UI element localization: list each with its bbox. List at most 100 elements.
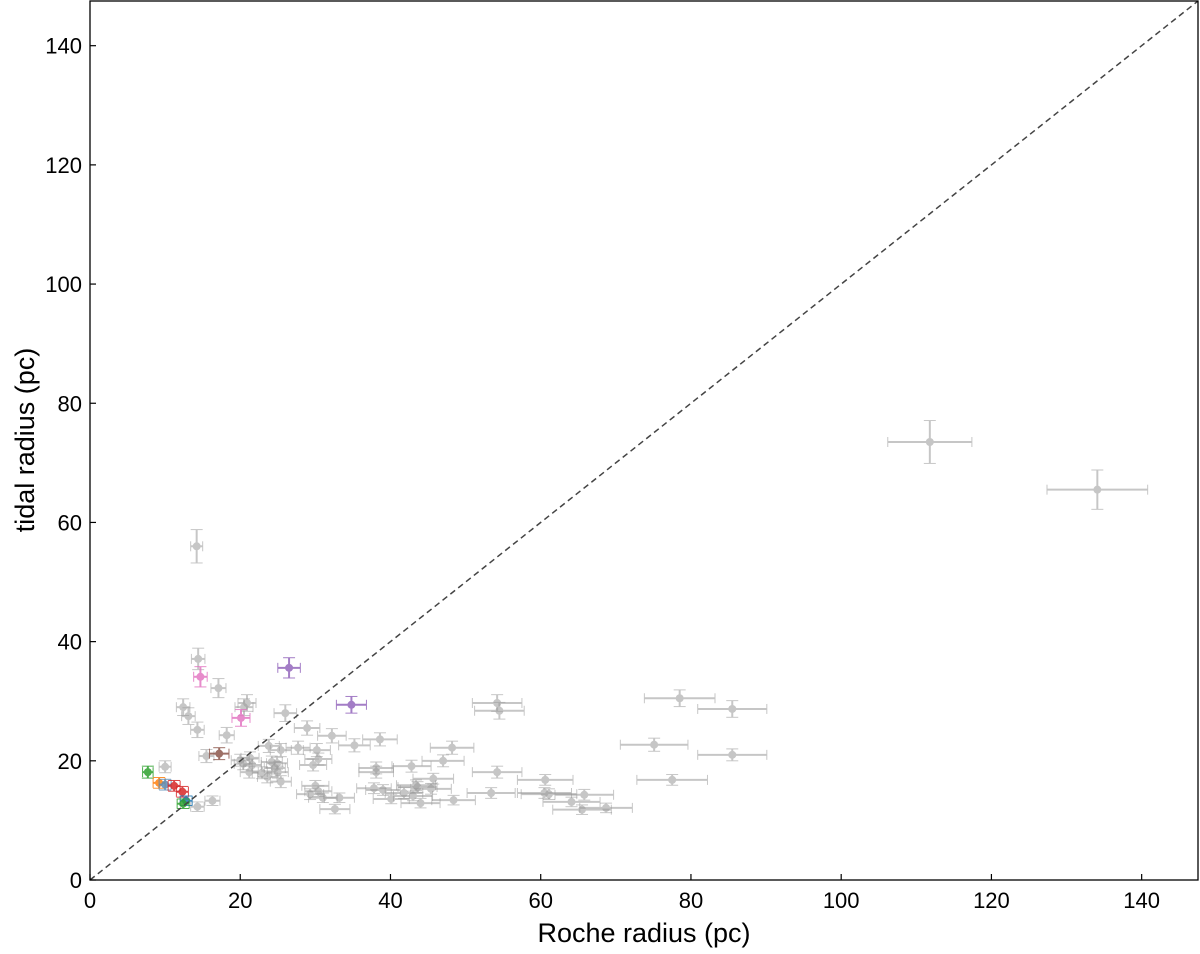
point-marker: [1093, 485, 1102, 494]
point-marker: [143, 768, 152, 777]
data-point: [887, 420, 973, 464]
point-marker: [196, 672, 205, 681]
x-tick-label: 0: [84, 888, 96, 913]
point-marker: [335, 793, 344, 802]
point-marker: [202, 752, 211, 761]
x-tick-label: 100: [823, 888, 860, 913]
point-marker: [580, 790, 589, 799]
point-marker: [602, 803, 611, 812]
y-tick-label: 60: [58, 510, 82, 535]
point-marker: [439, 756, 448, 765]
data-point: [516, 774, 574, 786]
y-tick-label: 40: [58, 630, 82, 655]
data-point: [190, 721, 205, 739]
point-marker: [347, 700, 356, 709]
data-point: [293, 720, 321, 736]
point-marker: [245, 768, 254, 777]
data-point: [269, 743, 292, 758]
data-point: [391, 759, 432, 773]
point-marker: [273, 768, 282, 777]
data-point: [190, 529, 204, 564]
data-point: [636, 774, 708, 786]
data-point: [1046, 469, 1149, 510]
point-marker: [222, 731, 231, 740]
point-marker: [281, 709, 290, 718]
data-point: [190, 801, 205, 812]
point-marker: [416, 799, 425, 808]
y-tick-label: 20: [58, 749, 82, 774]
point-marker: [161, 762, 170, 771]
data-point: [299, 758, 328, 772]
point-marker: [448, 743, 457, 752]
point-marker: [493, 768, 502, 777]
data-point: [319, 803, 351, 815]
point-marker: [668, 775, 677, 784]
data-point: [218, 726, 235, 744]
data-point: [429, 740, 475, 755]
point-marker: [179, 799, 188, 808]
data-point: [231, 709, 251, 727]
data-points: [141, 420, 1149, 815]
data-point: [323, 792, 355, 804]
data-point: [204, 795, 221, 807]
point-marker: [178, 787, 187, 796]
x-tick-label: 40: [378, 888, 402, 913]
x-tick-label: 60: [528, 888, 552, 913]
x-tick-label: 20: [228, 888, 252, 913]
data-point: [697, 748, 768, 762]
data-point: [421, 754, 465, 768]
data-point: [542, 796, 601, 808]
point-marker: [264, 741, 273, 750]
point-marker: [541, 775, 550, 784]
point-marker: [193, 725, 202, 734]
point-marker: [350, 741, 359, 750]
point-marker: [193, 802, 202, 811]
x-axis-label: Roche radius (pc): [537, 918, 750, 948]
data-point: [579, 802, 633, 814]
data-point: [193, 666, 208, 688]
point-marker: [192, 542, 201, 551]
y-tick-label: 100: [45, 272, 82, 297]
point-marker: [429, 774, 438, 783]
data-point: [358, 765, 394, 779]
point-marker: [567, 797, 576, 806]
point-marker: [215, 749, 224, 758]
data-point: [554, 788, 615, 801]
point-marker: [449, 796, 458, 805]
data-point: [269, 775, 292, 789]
data-point: [471, 765, 523, 779]
point-marker: [294, 743, 303, 752]
data-point: [474, 701, 525, 720]
data-point: [431, 794, 476, 806]
point-marker: [925, 437, 934, 446]
point-marker: [194, 654, 203, 663]
point-marker: [236, 713, 245, 722]
y-tick-label: 140: [45, 34, 82, 59]
point-marker: [208, 796, 217, 805]
point-marker: [413, 783, 422, 792]
data-point: [697, 700, 768, 718]
data-point: [412, 772, 455, 785]
point-marker: [276, 746, 285, 755]
x-tick-label: 120: [973, 888, 1010, 913]
data-point: [410, 782, 452, 795]
point-marker: [728, 704, 737, 713]
y-axis-label: tidal radius (pc): [10, 348, 40, 533]
data-point: [181, 707, 196, 725]
point-marker: [369, 784, 378, 793]
data-point: [362, 732, 398, 747]
data-point: [277, 657, 301, 679]
plot-frame: [89, 0, 1199, 881]
y-tick-label: 0: [70, 868, 82, 893]
x-tick-label: 140: [1123, 888, 1160, 913]
data-point: [335, 695, 367, 714]
identity-line: [89, 0, 1199, 881]
point-marker: [330, 805, 339, 814]
point-marker: [578, 805, 587, 814]
x-tick-label: 80: [679, 888, 703, 913]
data-point: [210, 678, 227, 699]
point-marker: [179, 703, 188, 712]
data-point: [338, 738, 371, 753]
point-marker: [276, 777, 285, 786]
data-point: [643, 689, 716, 708]
